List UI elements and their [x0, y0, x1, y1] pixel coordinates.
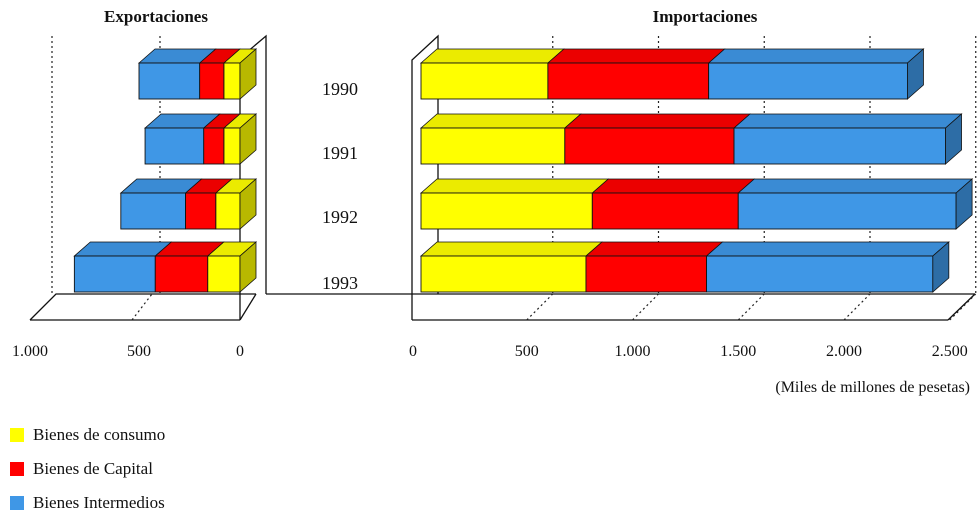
export-tick-label-0: 1.000: [12, 343, 48, 360]
export-bar-side-1990: [239, 48, 257, 100]
import-bar-1991-s2: [733, 127, 946, 165]
legend-swatch-consumo: [10, 428, 24, 442]
import-bar-1992-s2: [737, 192, 957, 230]
import-bar-top-1992-s0: [419, 178, 610, 194]
legend-item-intermedios: Bienes Intermedios: [10, 486, 165, 520]
import-bar-top-1992-s1: [591, 178, 756, 194]
import-bar-1992-s1: [591, 192, 739, 230]
import-bar-top-1991-s2: [732, 113, 963, 129]
export-bar-1990-s2: [138, 62, 201, 100]
export-bar-1992-s1: [185, 192, 217, 230]
export-bar-side-1993: [239, 241, 257, 293]
import-floor-gridline-4: [949, 293, 977, 321]
import-bar-1993-s0: [420, 255, 587, 293]
import-bar-top-1991-s0: [419, 113, 582, 129]
export-bar-1991-s2: [144, 127, 205, 165]
export-bar-1991-s0: [223, 127, 241, 165]
import-bar-1993-s2: [706, 255, 934, 293]
import-back-wall: [411, 34, 439, 320]
import-bar-1990-s1: [547, 62, 710, 100]
import-tick-label-0: 0: [409, 343, 417, 360]
export-bar-top-1993-s2: [73, 241, 173, 257]
export-bar-1990-s0: [223, 62, 241, 100]
legend-item-consumo: Bienes de consumo: [10, 418, 165, 452]
export-bar-1990-s1: [199, 62, 225, 100]
legend-item-capital: Bienes de Capital: [10, 452, 165, 486]
import-bar-side-1990: [907, 48, 924, 100]
import-floor-gridline-2: [737, 293, 765, 321]
import-bar-top-1992-s2: [737, 178, 974, 194]
legend-label-intermedios: Bienes Intermedios: [33, 493, 165, 512]
legend-swatch-capital: [10, 462, 24, 476]
import-tick-label-3: 1.500: [720, 343, 756, 360]
import-floor-gridline-0: [526, 293, 554, 321]
category-label-1991: 1991: [322, 143, 358, 163]
legend-swatch-intermedios: [10, 496, 24, 510]
import-bar-top-1993-s1: [584, 241, 724, 257]
import-bar-1991-s0: [420, 127, 566, 165]
export-bar-1993-s1: [154, 255, 209, 293]
legend-label-consumo: Bienes de consumo: [33, 425, 166, 444]
legend: Bienes de consumo Bienes de Capital Bien…: [10, 418, 165, 520]
export-bar-1993-s0: [207, 255, 241, 293]
export-tick-label-1: 500: [127, 343, 151, 360]
import-bar-1990-s2: [708, 62, 908, 100]
import-bar-1991-s1: [564, 127, 735, 165]
import-tick-label-2: 1.000: [615, 343, 651, 360]
import-bar-top-1990-s1: [546, 48, 726, 64]
category-label-1992: 1992: [322, 207, 358, 227]
category-label-1990: 1990: [322, 79, 358, 99]
export-bar-side-1992: [239, 178, 257, 230]
import-bar-side-1992: [955, 178, 973, 230]
import-floor-gridline-3: [843, 293, 871, 321]
export-bar-1993-s2: [73, 255, 156, 293]
import-bar-top-1993-s0: [419, 241, 604, 257]
import-bar-top-1990-s2: [707, 48, 925, 64]
import-tick-label-4: 2.000: [826, 343, 862, 360]
export-floor-back: [29, 293, 256, 321]
import-bar-1993-s1: [585, 255, 707, 293]
import-bar-1990-s0: [420, 62, 549, 100]
export-floor-right: [239, 293, 257, 321]
import-x-axis-label: (Miles de millones de pesetas): [775, 379, 970, 396]
export-bar-1992-s0: [215, 192, 241, 230]
import-tick-label-1: 500: [515, 343, 539, 360]
import-tick-label-5: 2.500: [932, 343, 968, 360]
import-bar-1992-s0: [420, 192, 593, 230]
export-bar-1992-s2: [120, 192, 186, 230]
import-bar-top-1993-s2: [705, 241, 950, 257]
import-title: Importaciones: [653, 7, 758, 26]
import-bar-top-1990-s0: [419, 48, 565, 64]
import-bar-side-1993: [932, 241, 950, 293]
export-tick-label-2: 0: [236, 343, 244, 360]
import-bar-top-1991-s1: [563, 113, 752, 129]
import-bar-side-1991: [945, 113, 962, 165]
export-title: Exportaciones: [104, 7, 208, 26]
export-bar-side-1991: [239, 113, 257, 165]
export-floor-gridline-0: [131, 293, 153, 321]
legend-label-capital: Bienes de Capital: [33, 459, 153, 478]
import-floor-right: [947, 293, 976, 321]
import-floor-gridline-1: [632, 293, 659, 321]
category-label-1993: 1993: [322, 273, 358, 293]
export-bar-1991-s1: [203, 127, 225, 165]
